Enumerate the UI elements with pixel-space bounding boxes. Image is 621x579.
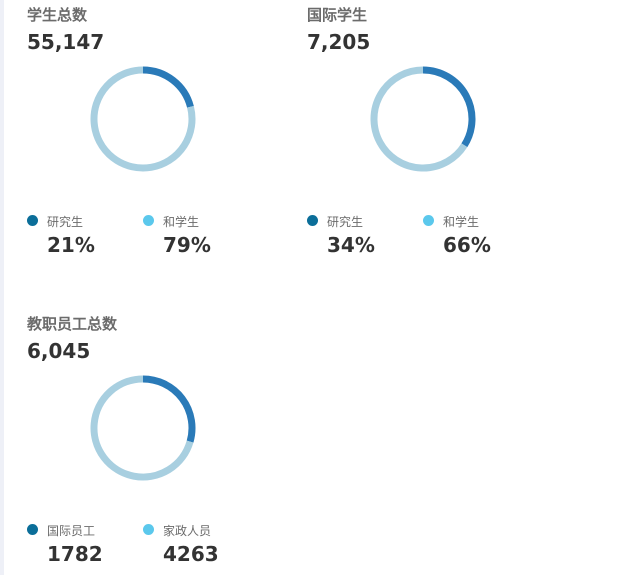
legend-value: 79% [163,233,211,257]
legend-dot-icon [307,215,318,226]
legend-label: 国际员工 [47,524,96,538]
legend-dot-icon [143,215,154,226]
panel-total-students: 学生总数 55,147 研究生 21% 和学生 79% [27,0,287,270]
donut-chart [90,66,196,172]
legend-label: 研究生 [47,215,84,229]
donut-slice [370,66,468,172]
donut-chart [370,66,476,172]
legend-dot-icon [143,524,154,535]
legend-label: 家政人员 [163,524,212,538]
donut-slice [90,66,196,172]
panel-total: 7,205 [307,30,371,54]
panel-total-staff: 教职员工总数 6,045 国际员工 1782 家政人员 4263 [27,309,287,579]
legend-label: 和学生 [163,215,200,229]
donut-chart [90,375,196,481]
legend-label: 研究生 [327,215,364,229]
legend-dot-icon [27,524,38,535]
legend-value: 34% [327,233,375,257]
donut-slice [142,66,194,108]
legend-value: 66% [443,233,491,257]
legend-value: 4263 [163,542,219,566]
panel-international-students: 国际学生 7,205 研究生 34% 和学生 66% [307,0,567,270]
panel-title: 教职员工总数 [27,315,118,333]
left-edge-strip [0,0,4,575]
legend-value: 21% [47,233,95,257]
legend-dot-icon [423,215,434,226]
panel-total: 55,147 [27,30,105,54]
donut-slice [422,66,476,148]
donut-slice [90,375,194,481]
panel-title: 学生总数 [27,6,88,24]
legend-value: 1782 [47,542,103,566]
legend-label: 和学生 [443,215,480,229]
panel-total: 6,045 [27,339,91,363]
panel-title: 国际学生 [307,6,368,24]
donut-slice [142,375,196,443]
legend-dot-icon [27,215,38,226]
